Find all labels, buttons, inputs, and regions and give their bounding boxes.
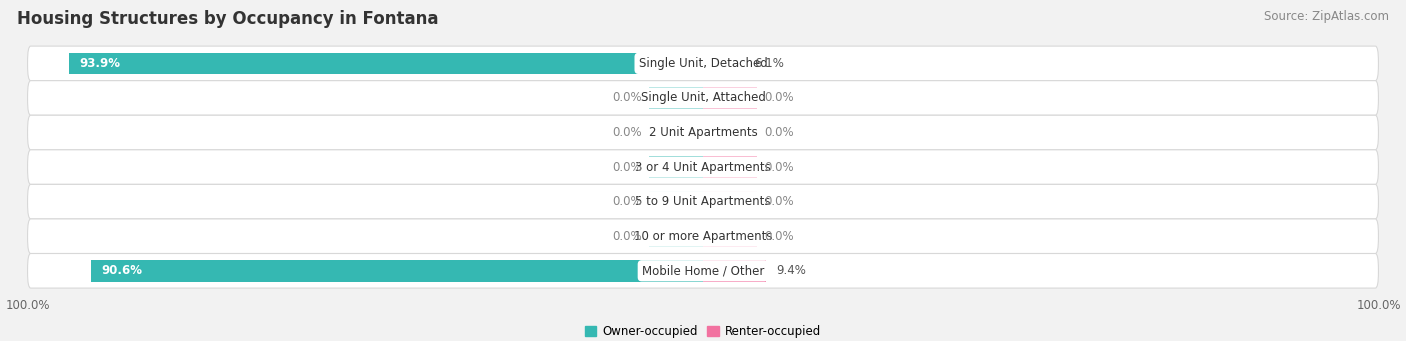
Bar [703, 225, 756, 247]
Bar [703, 191, 756, 212]
FancyBboxPatch shape [28, 46, 1378, 81]
Text: 5 to 9 Unit Apartments: 5 to 9 Unit Apartments [636, 195, 770, 208]
Text: Mobile Home / Other: Mobile Home / Other [641, 264, 765, 277]
Text: 3 or 4 Unit Apartments: 3 or 4 Unit Apartments [636, 161, 770, 174]
Text: 93.9%: 93.9% [79, 57, 120, 70]
Text: 90.6%: 90.6% [101, 264, 142, 277]
FancyBboxPatch shape [28, 115, 1378, 150]
Text: 0.0%: 0.0% [613, 126, 643, 139]
Text: 9.4%: 9.4% [776, 264, 807, 277]
Text: 0.0%: 0.0% [613, 91, 643, 104]
Text: 0.0%: 0.0% [763, 161, 793, 174]
FancyBboxPatch shape [28, 253, 1378, 288]
Text: 0.0%: 0.0% [763, 91, 793, 104]
Text: 2 Unit Apartments: 2 Unit Apartments [648, 126, 758, 139]
Text: Housing Structures by Occupancy in Fontana: Housing Structures by Occupancy in Fonta… [17, 10, 439, 28]
Bar [650, 191, 703, 212]
Bar [650, 122, 703, 143]
Bar [703, 53, 744, 74]
Bar [703, 122, 756, 143]
Text: 6.1%: 6.1% [755, 57, 785, 70]
Legend: Owner-occupied, Renter-occupied: Owner-occupied, Renter-occupied [579, 321, 827, 341]
Bar [703, 157, 756, 178]
Bar [69, 53, 703, 74]
Text: 0.0%: 0.0% [763, 230, 793, 243]
FancyBboxPatch shape [28, 184, 1378, 219]
Bar [703, 260, 766, 282]
Text: 0.0%: 0.0% [613, 195, 643, 208]
Bar [650, 157, 703, 178]
Text: Single Unit, Detached: Single Unit, Detached [638, 57, 768, 70]
Text: Source: ZipAtlas.com: Source: ZipAtlas.com [1264, 10, 1389, 23]
Bar [703, 87, 756, 109]
FancyBboxPatch shape [28, 219, 1378, 253]
Bar [650, 225, 703, 247]
Text: 0.0%: 0.0% [763, 126, 793, 139]
Text: 10 or more Apartments: 10 or more Apartments [634, 230, 772, 243]
Bar [650, 87, 703, 109]
Text: 0.0%: 0.0% [613, 230, 643, 243]
FancyBboxPatch shape [28, 81, 1378, 115]
Text: Single Unit, Attached: Single Unit, Attached [641, 91, 765, 104]
Text: 0.0%: 0.0% [613, 161, 643, 174]
Text: 0.0%: 0.0% [763, 195, 793, 208]
Bar [91, 260, 703, 282]
FancyBboxPatch shape [28, 150, 1378, 184]
